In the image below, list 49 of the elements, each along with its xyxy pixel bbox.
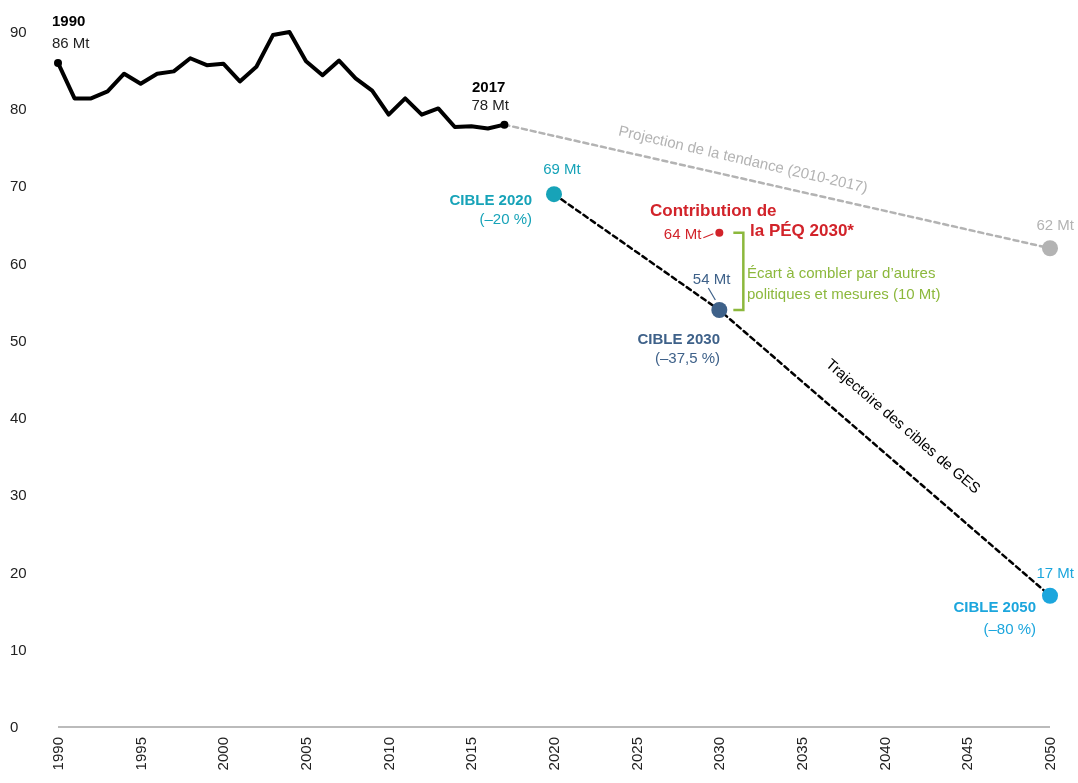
data-label: 78 Mt — [471, 95, 510, 113]
x-tick-label: 1995 — [131, 737, 149, 771]
data-label: 64 Mt — [663, 224, 703, 242]
annotation: politiques et mesures (10 Mt) — [747, 285, 941, 302]
x-tick-label: 2020 — [545, 737, 562, 771]
x-tick-label: 2000 — [214, 737, 232, 771]
annotation: CIBLE 2020 — [449, 191, 532, 208]
y-tick-label: 40 — [10, 409, 27, 427]
y-tick-label: 0 — [10, 718, 19, 735]
point — [546, 186, 562, 203]
annotation: (–20 %) — [479, 210, 532, 227]
y-tick-label: 30 — [10, 486, 27, 504]
x-tick-label: 2030 — [710, 737, 728, 771]
annotation: Écart à combler par d’autres — [747, 264, 936, 281]
data-label: 17 Mt — [1036, 563, 1075, 581]
annotation: (–37,5 %) — [654, 349, 720, 366]
x-tick-label: 2010 — [379, 737, 397, 771]
x-tick-label: 2015 — [462, 737, 480, 771]
annotation: 2017 — [472, 78, 506, 95]
x-tick-label: 2025 — [627, 737, 645, 771]
y-tick-label: 70 — [10, 177, 27, 195]
point — [1042, 240, 1058, 257]
annotation: (–80 %) — [983, 620, 1036, 637]
point — [715, 228, 724, 237]
y-tick-label: 10 — [10, 640, 27, 658]
x-tick-label: 2035 — [793, 737, 810, 771]
text: 1990 — [52, 12, 86, 29]
x-tick-label: 2040 — [875, 737, 893, 771]
y-tick-label: 80 — [10, 100, 27, 118]
data-label: 54 Mt — [692, 270, 732, 287]
x-tick-label: 2005 — [297, 737, 314, 771]
y-tick-label: 90 — [10, 23, 27, 40]
x-tick-label: 1990 — [49, 737, 66, 771]
data-label: 62 Mt — [1036, 216, 1075, 234]
point — [1042, 587, 1058, 604]
point — [54, 58, 62, 67]
point — [711, 302, 728, 318]
annotation: CIBLE 2030 — [637, 330, 720, 347]
annotation: la PÉQ 2030* — [750, 221, 855, 240]
y-tick-label: 50 — [10, 331, 27, 349]
y-tick-label: 20 — [10, 563, 27, 581]
x-tick-label: 2050 — [1041, 737, 1058, 771]
annotation: Contribution de — [650, 201, 777, 220]
y-tick-label: 60 — [10, 254, 27, 272]
data-label: 69 Mt — [543, 160, 582, 178]
data-label: 86 Mt — [52, 33, 91, 51]
x-tick-label: 2045 — [958, 737, 976, 771]
point — [500, 120, 509, 129]
annotation: CIBLE 2050 — [953, 598, 1036, 615]
